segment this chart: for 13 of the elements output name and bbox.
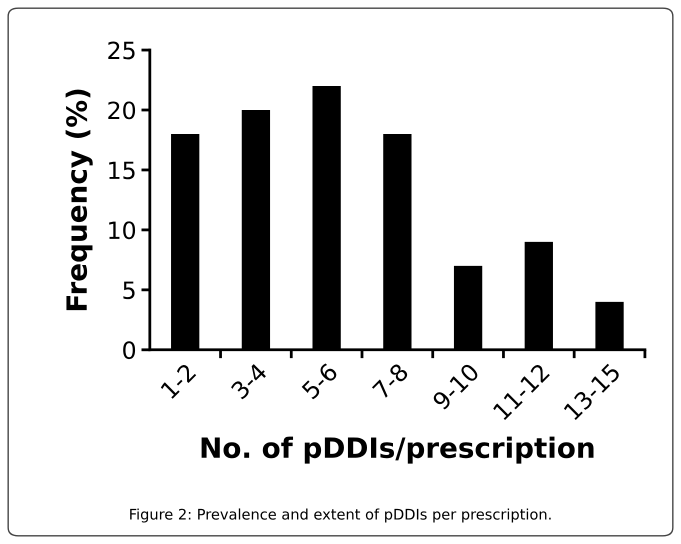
x-tick-label: 1-2 xyxy=(160,362,196,400)
y-tick-label: 15 xyxy=(109,162,135,180)
y-tick-label: 25 xyxy=(108,41,135,60)
caption: Figure 2: Prevalence and extent of pDDIs per prescription. xyxy=(130,508,551,523)
x-tick-label: 7-8 xyxy=(372,362,410,400)
y-axis-title: Frequency (%) xyxy=(66,90,93,310)
x-tick-label: 5-6 xyxy=(300,362,339,400)
y-tick-label: 5 xyxy=(123,282,135,300)
y-tick-label: 0 xyxy=(123,341,136,360)
x-tick-label: 3-4 xyxy=(230,362,268,400)
y-tick-label: 10 xyxy=(109,221,136,240)
x-axis-title: No. of pDDIs/prescription xyxy=(202,436,594,464)
y-tick-label: 20 xyxy=(108,101,136,120)
